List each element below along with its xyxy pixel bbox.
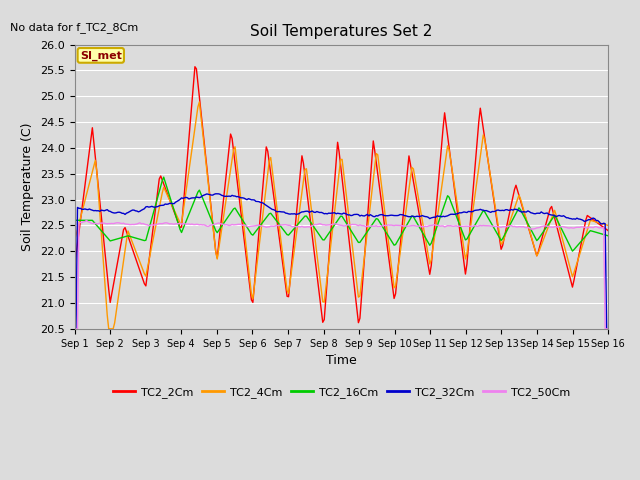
TC2_16Cm	[231, 205, 239, 211]
TC2_2Cm	[258, 196, 266, 202]
TC2_4Cm	[577, 246, 585, 252]
TC2_4Cm	[307, 202, 315, 208]
Text: No data for f_TC2_8Cm: No data for f_TC2_8Cm	[10, 22, 139, 33]
Y-axis label: Soil Temperature (C): Soil Temperature (C)	[21, 122, 35, 251]
Title: Soil Temperatures Set 2: Soil Temperatures Set 2	[250, 24, 433, 39]
TC2_4Cm	[233, 157, 241, 163]
TC2_50Cm	[604, 326, 612, 332]
TC2_50Cm	[258, 223, 266, 229]
TC2_32Cm	[212, 191, 220, 197]
TC2_50Cm	[249, 223, 257, 229]
TC2_16Cm	[568, 248, 576, 254]
TC2_2Cm	[70, 264, 78, 270]
TC2_4Cm	[250, 283, 258, 289]
TC2_4Cm	[138, 263, 145, 269]
TC2_16Cm	[70, 217, 78, 223]
TC2_2Cm	[577, 240, 585, 245]
TC2_32Cm	[70, 326, 78, 332]
Legend: TC2_2Cm, TC2_4Cm, TC2_16Cm, TC2_32Cm, TC2_50Cm: TC2_2Cm, TC2_4Cm, TC2_16Cm, TC2_32Cm, TC…	[108, 383, 574, 403]
TC2_50Cm	[138, 221, 145, 227]
Line: TC2_16Cm: TC2_16Cm	[74, 177, 608, 251]
TC2_50Cm	[305, 224, 313, 230]
TC2_32Cm	[604, 326, 612, 332]
TC2_32Cm	[258, 200, 266, 205]
TC2_50Cm	[83, 217, 90, 223]
TC2_2Cm	[231, 160, 239, 166]
TC2_2Cm	[604, 228, 612, 233]
TC2_4Cm	[604, 223, 612, 228]
X-axis label: Time: Time	[326, 354, 356, 367]
TC2_50Cm	[231, 222, 239, 228]
TC2_2Cm	[305, 209, 313, 215]
TC2_16Cm	[305, 217, 313, 223]
TC2_16Cm	[249, 232, 257, 238]
TC2_16Cm	[604, 233, 612, 239]
TC2_32Cm	[305, 209, 313, 215]
TC2_4Cm	[196, 99, 204, 105]
Line: TC2_50Cm: TC2_50Cm	[74, 220, 608, 329]
TC2_2Cm	[249, 300, 257, 305]
TC2_16Cm	[258, 221, 266, 227]
TC2_4Cm	[259, 208, 267, 214]
TC2_4Cm	[70, 238, 78, 244]
TC2_50Cm	[576, 224, 584, 230]
TC2_16Cm	[160, 174, 168, 180]
TC2_2Cm	[136, 268, 144, 274]
TC2_2Cm	[191, 64, 199, 70]
TC2_32Cm	[249, 197, 257, 203]
TC2_32Cm	[231, 193, 239, 199]
Line: TC2_4Cm: TC2_4Cm	[74, 102, 608, 329]
TC2_16Cm	[136, 237, 144, 242]
Line: TC2_2Cm: TC2_2Cm	[74, 67, 608, 323]
TC2_32Cm	[576, 216, 584, 222]
Line: TC2_32Cm: TC2_32Cm	[74, 194, 608, 329]
Text: SI_met: SI_met	[80, 50, 122, 60]
TC2_4Cm	[105, 326, 113, 332]
TC2_50Cm	[70, 326, 78, 332]
TC2_32Cm	[136, 208, 144, 214]
TC2_16Cm	[577, 238, 585, 244]
TC2_2Cm	[355, 320, 362, 325]
